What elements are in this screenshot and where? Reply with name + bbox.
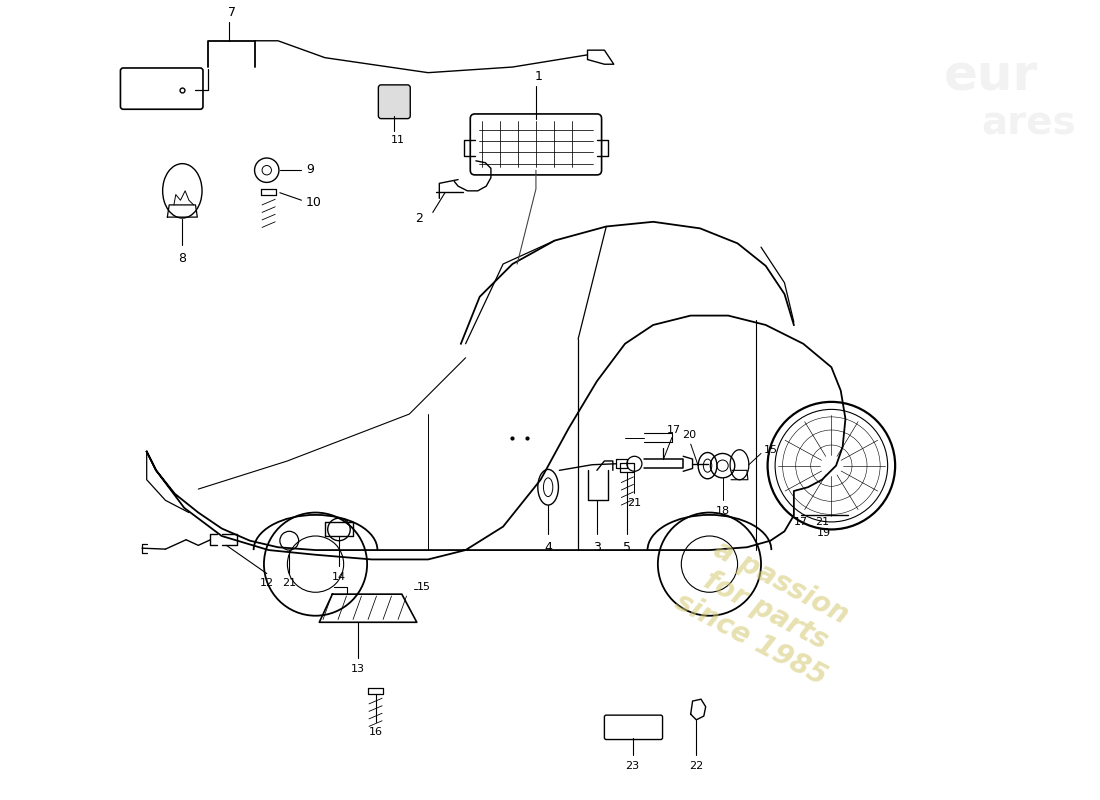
Text: 22: 22 [690,761,703,771]
Text: a passion
for parts
since 1985: a passion for parts since 1985 [670,530,861,691]
Text: 21: 21 [627,498,641,509]
Text: eur: eur [944,53,1038,101]
Text: 10: 10 [306,196,322,209]
Text: 16: 16 [368,727,383,738]
Text: 12: 12 [260,578,274,588]
Text: 23: 23 [626,761,639,771]
Text: 8: 8 [178,252,186,265]
Text: 3: 3 [593,541,601,554]
Text: 20: 20 [682,430,696,440]
Text: 19: 19 [817,529,830,538]
Text: 4: 4 [544,541,552,554]
Text: 2: 2 [415,213,422,226]
Text: 11: 11 [392,134,405,145]
Text: 18: 18 [715,506,729,516]
FancyBboxPatch shape [378,85,410,118]
Text: 15: 15 [763,445,778,454]
Text: 21: 21 [283,578,296,588]
Text: 1: 1 [535,70,542,83]
Text: 5: 5 [623,541,631,554]
Text: 15: 15 [417,582,431,592]
Text: 17: 17 [794,518,808,527]
Text: 13: 13 [351,663,365,674]
Text: 7: 7 [228,6,236,19]
Text: 9: 9 [306,162,313,176]
Text: 17: 17 [667,425,681,434]
Text: 14: 14 [332,572,346,582]
Text: ares: ares [981,104,1076,142]
Text: 21: 21 [815,518,829,527]
